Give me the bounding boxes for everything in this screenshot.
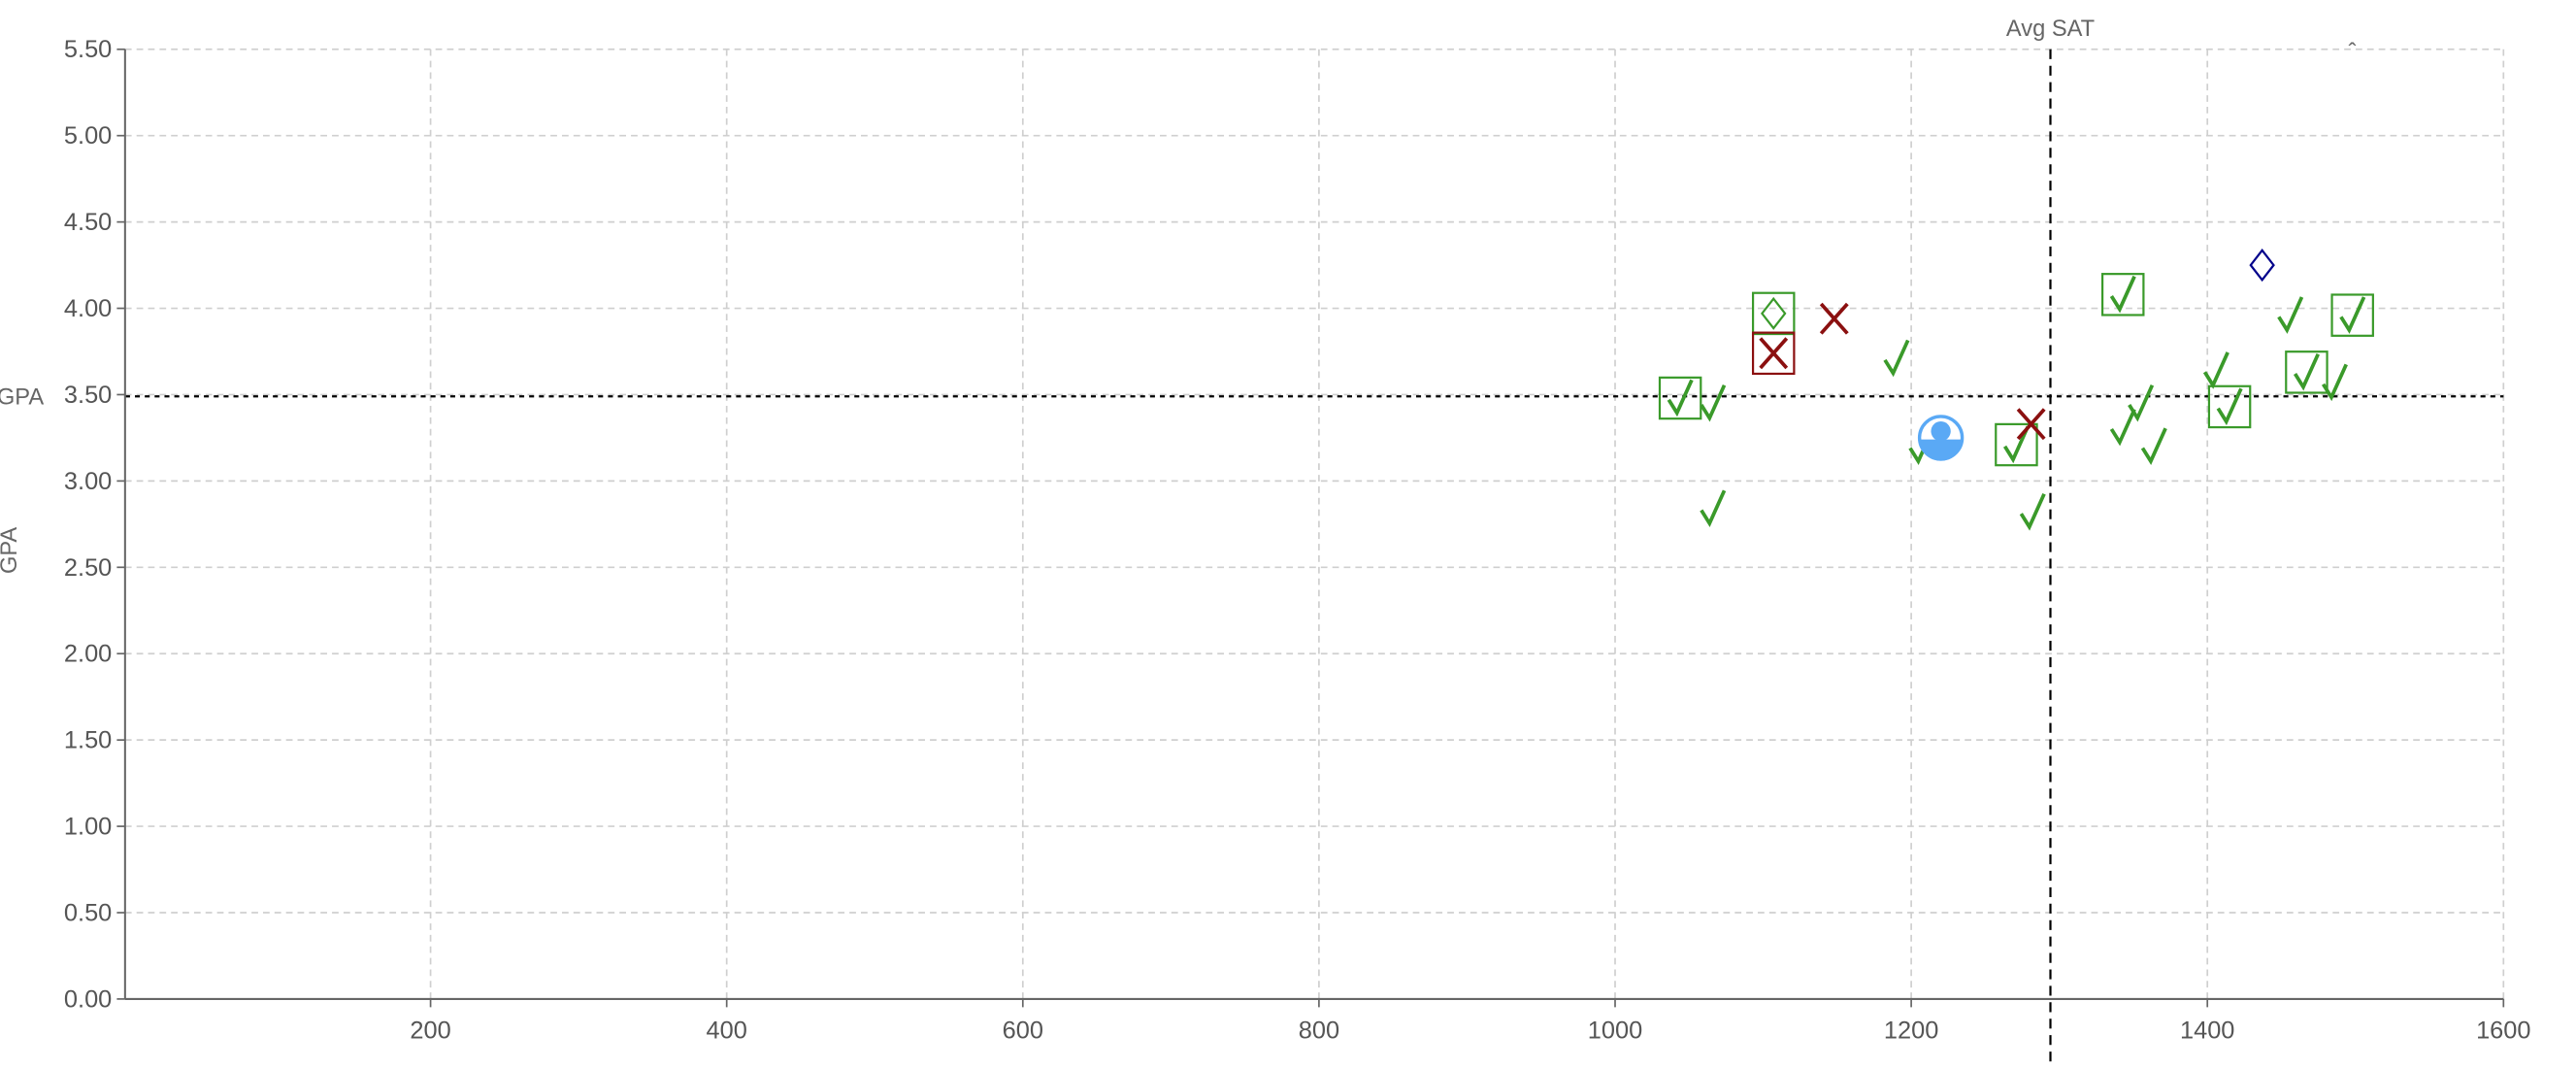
user-icon-body [1919, 439, 1963, 461]
y-tick-label: 5.50 [64, 36, 112, 63]
data-point-x [1819, 302, 1849, 335]
x-tick-label: 1200 [1884, 1018, 1938, 1045]
x-icon [1759, 337, 1789, 370]
diamond-icon [2249, 249, 2275, 283]
check-icon [2321, 363, 2348, 402]
data-point-check [2128, 384, 2155, 422]
data-point-diamond [1751, 291, 1796, 336]
y-tick-label: 1.00 [64, 814, 112, 841]
data-points [1658, 249, 2374, 531]
y-tick-label: 5.00 [64, 122, 112, 150]
data-point-check [1995, 422, 2038, 467]
data-point-check [2330, 293, 2374, 337]
x-tick-label: 200 [410, 1018, 450, 1045]
data-point-check [2277, 296, 2304, 334]
y-tick-label: 2.00 [64, 641, 112, 668]
point-box [1995, 422, 2038, 467]
y-tick-label: 4.50 [64, 209, 112, 236]
data-point-check [2321, 363, 2348, 402]
check-icon [2202, 351, 2229, 389]
x-tick-label: 1600 [2476, 1018, 2530, 1045]
check-icon [2109, 275, 2136, 314]
data-point-check [2109, 408, 2136, 447]
check-icon [2002, 425, 2030, 464]
y-tick-label: 4.00 [64, 295, 112, 322]
data-point-check [2202, 351, 2229, 389]
y-tick-label: 0.50 [64, 899, 112, 926]
y-tick-label: 3.50 [64, 382, 112, 409]
data-point-check [2019, 493, 2046, 531]
data-point-check [1883, 339, 1910, 378]
check-icon [2293, 352, 2320, 391]
x-tick-label: 600 [1003, 1018, 1043, 1045]
data-point-check [1658, 376, 1702, 420]
point-box [1751, 331, 1796, 376]
x-tick-label: 1400 [2180, 1018, 2234, 1045]
point-box [2207, 384, 2252, 429]
data-point-diamond [2249, 249, 2275, 283]
y-tick-label: 0.00 [64, 985, 112, 1013]
axes: 0.00 0.50 1.00 1.50 2.00 2.50 3.00 3.50 4.00 4.50… [64, 36, 2531, 1044]
check-icon [1883, 339, 1910, 378]
check-icon [1700, 489, 1727, 528]
point-box [2330, 293, 2374, 337]
data-point-check [1700, 384, 1727, 422]
diamond-icon [1760, 296, 1787, 330]
data-point-x [1751, 331, 1796, 376]
data-point-check [2140, 427, 2167, 465]
check-icon [1667, 379, 1694, 417]
point-box [1658, 376, 1702, 420]
x-icon [2016, 408, 2046, 441]
y-tick-label: 2.50 [64, 554, 112, 582]
check-icon [2128, 384, 2155, 422]
check-icon [2216, 387, 2243, 426]
y-axis-title: GPA [0, 527, 22, 574]
x-tick-label: 400 [707, 1018, 747, 1045]
point-box [1751, 291, 1796, 336]
data-point-x [2016, 408, 2046, 441]
user-icon-head [1931, 421, 1951, 442]
check-icon [2339, 296, 2366, 334]
data-point-user [1917, 415, 1965, 461]
reference-lines: Avg SAT GPA [0, 17, 2504, 1065]
check-icon [2277, 296, 2304, 334]
data-point-check [1700, 489, 1727, 528]
data-point-check [2100, 273, 2145, 317]
x-tick-label: 1000 [1588, 1018, 1642, 1045]
check-icon [1700, 384, 1727, 422]
grid [124, 48, 2505, 1000]
check-icon [2019, 493, 2046, 531]
data-point-check [2207, 384, 2252, 429]
avg-sat-label: Avg SAT [2006, 17, 2095, 42]
avg-gpa-label: GPA [0, 385, 44, 411]
check-icon [2109, 408, 2136, 447]
data-point-check [2285, 350, 2328, 394]
check-icon [2140, 427, 2167, 465]
point-box [2285, 350, 2328, 394]
y-tick-label: 1.50 [64, 727, 112, 754]
point-box [2100, 273, 2145, 317]
x-icon [1819, 302, 1849, 335]
x-tick-label: 800 [1299, 1018, 1339, 1045]
corner-mark: ˆ [2349, 40, 2357, 65]
y-tick-label: 3.00 [64, 468, 112, 495]
